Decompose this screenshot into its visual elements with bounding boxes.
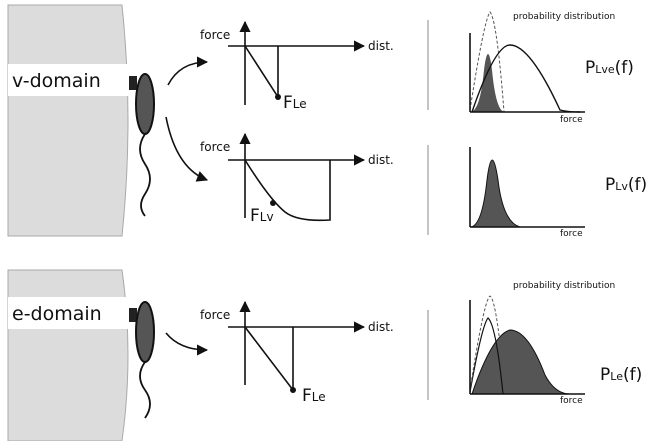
distribution-fill — [472, 330, 570, 394]
point — [290, 387, 296, 393]
axis-label: force — [560, 115, 583, 125]
suffix: (f) — [628, 175, 647, 195]
point-label: FLe — [283, 93, 307, 113]
axis-label: dist. — [368, 153, 394, 167]
suffix: (f) — [623, 365, 642, 385]
distribution-fill — [470, 160, 520, 227]
distribution-name: PLve(f) — [585, 58, 634, 78]
distribution-name: PLv(f) — [605, 175, 647, 195]
arrow — [166, 333, 207, 350]
sub: Le — [610, 370, 623, 383]
point-label: FLe — [302, 386, 326, 406]
axis-label: dist. — [368, 39, 394, 53]
sub: Le — [312, 390, 326, 404]
main: F — [283, 93, 293, 113]
flagellum — [140, 362, 150, 418]
axis-label: force — [200, 140, 230, 154]
title: probability distribution — [513, 281, 615, 291]
axis-label: force — [560, 229, 583, 239]
main: P — [605, 175, 615, 195]
main: F — [250, 206, 260, 226]
domain-label: e-domain — [12, 303, 102, 325]
cell — [136, 302, 154, 362]
main: P — [600, 365, 610, 385]
main: P — [585, 58, 595, 78]
axis-label: dist. — [368, 320, 394, 334]
domain-label: v-domain — [12, 70, 101, 92]
point — [275, 94, 281, 100]
title: probability distribution — [513, 12, 615, 22]
figure: v-domain e-domain force dist. FLe force … — [0, 0, 647, 441]
sub: Le — [293, 97, 307, 111]
sub: Lve — [595, 63, 615, 76]
sub: Lv — [615, 180, 628, 193]
cell — [136, 74, 154, 134]
e-domain-region — [8, 270, 128, 441]
axis-label: force — [200, 28, 230, 42]
suffix: (f) — [615, 58, 634, 78]
main: F — [302, 386, 312, 406]
axis-label: force — [560, 396, 583, 406]
point — [270, 200, 276, 206]
sub: Lv — [260, 210, 274, 224]
force-curve — [245, 327, 293, 390]
anchor — [129, 76, 137, 90]
axis-label: force — [200, 308, 230, 322]
v-domain-region — [8, 5, 128, 236]
force-curve — [245, 46, 278, 97]
arrow — [168, 62, 207, 85]
point-label: FLv — [250, 206, 274, 226]
distribution-name: PLe(f) — [600, 365, 642, 385]
flagellum — [140, 134, 150, 216]
